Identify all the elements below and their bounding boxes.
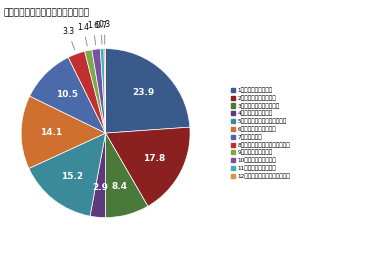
Text: 1.6: 1.6 xyxy=(88,21,99,45)
Wedge shape xyxy=(104,49,106,133)
Wedge shape xyxy=(21,96,106,168)
Wedge shape xyxy=(106,127,190,206)
Text: 3.3: 3.3 xyxy=(62,27,75,50)
Text: 「働き方改革」で重要と思うテーマ: 「働き方改革」で重要と思うテーマ xyxy=(4,8,90,17)
Wedge shape xyxy=(90,133,106,218)
Wedge shape xyxy=(92,49,106,133)
Text: 14.1: 14.1 xyxy=(40,128,62,137)
Wedge shape xyxy=(30,57,106,133)
Legend: 1．長時間労働の是正, 2．有給休暇取得の促進, 3．仕事の進め方の見直し, 4．副業や兼業の促進, 5．子育てや介護と仕事の両立, 6．従業員満足度の向上, : 1．長時間労働の是正, 2．有給休暇取得の促進, 3．仕事の進め方の見直し, 4… xyxy=(231,87,290,179)
Wedge shape xyxy=(106,49,190,133)
Text: 8.4: 8.4 xyxy=(112,182,128,191)
Text: 17.8: 17.8 xyxy=(143,154,165,163)
Wedge shape xyxy=(84,50,106,133)
Wedge shape xyxy=(68,51,106,133)
Text: 0.3: 0.3 xyxy=(99,20,111,44)
Wedge shape xyxy=(29,133,106,216)
Text: 1.4: 1.4 xyxy=(77,23,89,46)
Wedge shape xyxy=(100,49,106,133)
Wedge shape xyxy=(105,133,148,218)
Text: 15.2: 15.2 xyxy=(61,172,83,181)
Text: 2.9: 2.9 xyxy=(93,183,108,192)
Text: 23.9: 23.9 xyxy=(132,88,154,97)
Text: 0.7: 0.7 xyxy=(95,21,107,44)
Text: 10.5: 10.5 xyxy=(56,90,78,99)
